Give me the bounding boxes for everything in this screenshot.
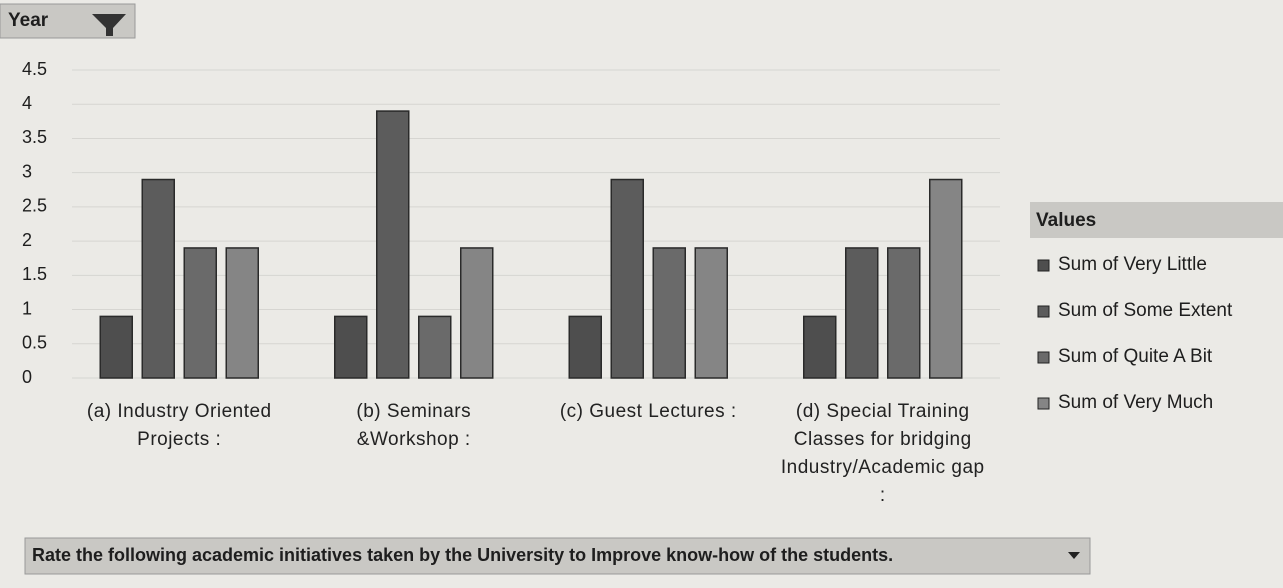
y-tick-label: 1.5 bbox=[22, 264, 47, 284]
y-tick-label: 1 bbox=[22, 298, 32, 318]
x-tick-label: (d) Special Training Classes for bridgin… bbox=[780, 401, 985, 506]
bar bbox=[141, 178, 175, 379]
bar bbox=[376, 110, 410, 379]
y-tick-label: 2 bbox=[22, 230, 32, 250]
dropdown-arrow bbox=[1068, 552, 1080, 559]
legend-swatch bbox=[1037, 397, 1050, 410]
bar bbox=[845, 247, 879, 379]
y-tick-label: 3 bbox=[22, 161, 32, 181]
y-tick-label: 0 bbox=[22, 367, 32, 387]
x-tick-label: (c) Guest Lectures : bbox=[559, 401, 737, 422]
legend-title: Values bbox=[1036, 210, 1096, 231]
bar bbox=[803, 315, 837, 379]
x-tick-label: (a) Industry Oriented Projects : bbox=[86, 401, 272, 450]
bar bbox=[460, 247, 494, 379]
bar bbox=[99, 315, 133, 379]
x-tick-label: (b) Seminars &Workshop : bbox=[356, 401, 472, 450]
bar bbox=[568, 315, 602, 379]
bar bbox=[418, 315, 452, 379]
filter-icon bbox=[92, 14, 126, 36]
legend-label: Sum of Very Much bbox=[1058, 392, 1213, 413]
y-tick-label: 4.5 bbox=[22, 59, 47, 79]
legend-label: Sum of Some Extent bbox=[1058, 300, 1233, 321]
bar bbox=[334, 315, 368, 379]
axis-field-button[interactable] bbox=[24, 537, 1091, 575]
x-axis-label: Rate the following academic initiatives … bbox=[32, 545, 893, 565]
bar bbox=[887, 247, 921, 379]
bar bbox=[183, 247, 217, 379]
legend-header bbox=[1030, 202, 1283, 238]
legend-label: Sum of Very Little bbox=[1058, 254, 1207, 275]
bar bbox=[610, 178, 644, 379]
y-tick-label: 4 bbox=[22, 93, 32, 113]
bar bbox=[652, 247, 686, 379]
y-tick-label: 3.5 bbox=[22, 127, 47, 147]
bar bbox=[929, 178, 963, 379]
y-tick-label: 2.5 bbox=[22, 196, 47, 216]
legend-label: Sum of Quite A Bit bbox=[1058, 346, 1213, 367]
filter-label: Year bbox=[8, 10, 49, 31]
legend-swatch bbox=[1037, 351, 1050, 364]
bar bbox=[694, 247, 728, 379]
legend-swatch bbox=[1037, 305, 1050, 318]
y-tick-label: 0.5 bbox=[22, 333, 47, 353]
bar bbox=[225, 247, 259, 379]
legend-swatch bbox=[1037, 259, 1050, 272]
